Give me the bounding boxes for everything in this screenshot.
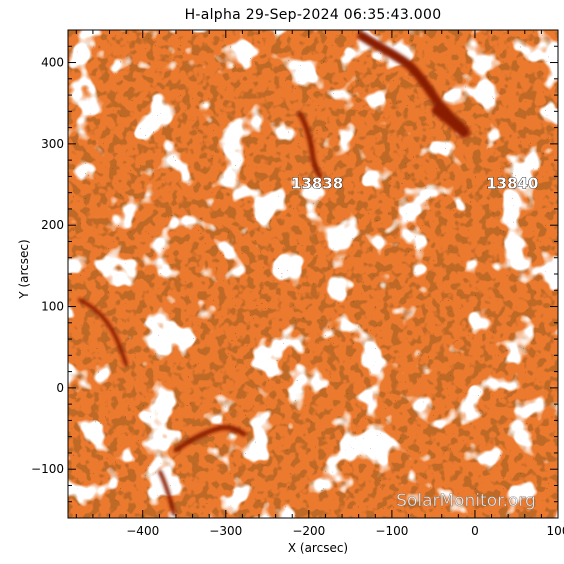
x-tick-label: −100 (375, 524, 408, 538)
x-axis-ticks: −400 −300 −200 −100 0 100 (75, 30, 564, 538)
x-tick-label: 0 (471, 524, 479, 538)
y-tick-label: 400 (41, 56, 64, 70)
x-tick-label: −400 (126, 524, 159, 538)
image-title: H-alpha 29-Sep-2024 06:35:43.000 (184, 7, 442, 23)
filaments (78, 31, 470, 516)
solarmonitor-watermark: SolarMonitor.org (396, 491, 536, 511)
speckle-texture (68, 30, 558, 518)
x-tick-label: −300 (209, 524, 242, 538)
y-tick-label: −100 (31, 462, 64, 476)
x-tick-label: −200 (292, 524, 325, 538)
y-tick-label: 100 (41, 300, 64, 314)
x-axis-label: X (arcsec) (287, 541, 349, 555)
region-label-13838: 13838 (291, 175, 343, 193)
region-label-13840: 13840 (486, 175, 538, 193)
filament-lower-left (173, 425, 247, 453)
y-tick-label: 200 (41, 218, 64, 232)
active-region-labels: 13838 13840 (291, 174, 539, 193)
filament-bottom (158, 470, 176, 516)
filament-upper-right-tail (432, 104, 470, 138)
filament-left-edge (78, 298, 128, 366)
y-tick-label: 0 (56, 381, 64, 395)
solar-disk-image (68, 30, 558, 518)
x-tick-label: 100 (547, 524, 564, 538)
y-tick-label: 300 (41, 137, 64, 151)
y-axis-ticks: −100 0 100 200 300 400 (31, 29, 558, 519)
filament-near-13838 (297, 111, 323, 179)
